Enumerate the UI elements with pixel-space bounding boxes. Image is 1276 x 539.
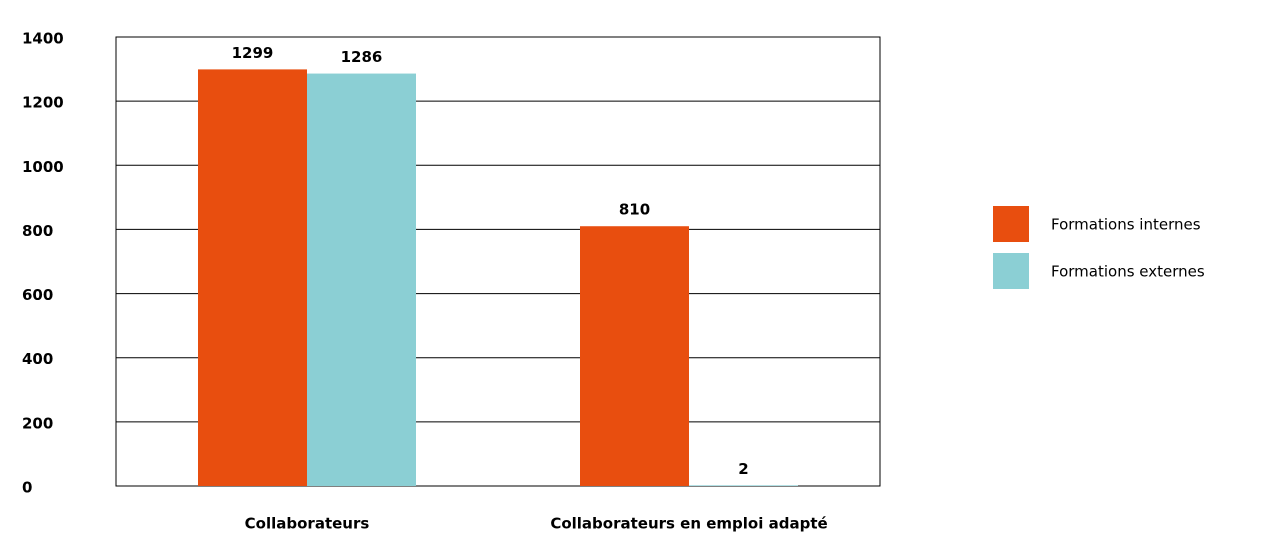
value-label: 1286 xyxy=(341,48,383,66)
y-tick-label: 0 xyxy=(22,479,32,497)
y-tick-label: 600 xyxy=(22,286,53,304)
legend-label: Formations internes xyxy=(1051,216,1201,234)
bar xyxy=(689,485,798,486)
legend-label: Formations externes xyxy=(1051,263,1205,281)
value-label: 1299 xyxy=(232,44,274,62)
plot-frame xyxy=(115,36,881,487)
bar xyxy=(198,69,307,486)
legend-swatch xyxy=(993,206,1029,242)
x-tick-label: Collaborateurs xyxy=(245,515,370,533)
y-tick-label: 1000 xyxy=(22,158,64,176)
bar xyxy=(307,73,416,486)
y-tick-label: 1400 xyxy=(22,30,64,48)
value-label: 810 xyxy=(619,201,650,219)
y-tick-label: 800 xyxy=(22,222,53,240)
y-tick-label: 200 xyxy=(22,414,53,432)
y-tick-label: 1200 xyxy=(22,94,64,112)
bar xyxy=(580,226,689,486)
legend-swatch xyxy=(993,253,1029,289)
value-label: 2 xyxy=(738,460,748,478)
x-tick-label: Collaborateurs en emploi adapté xyxy=(550,515,827,533)
y-tick-label: 400 xyxy=(22,350,53,368)
